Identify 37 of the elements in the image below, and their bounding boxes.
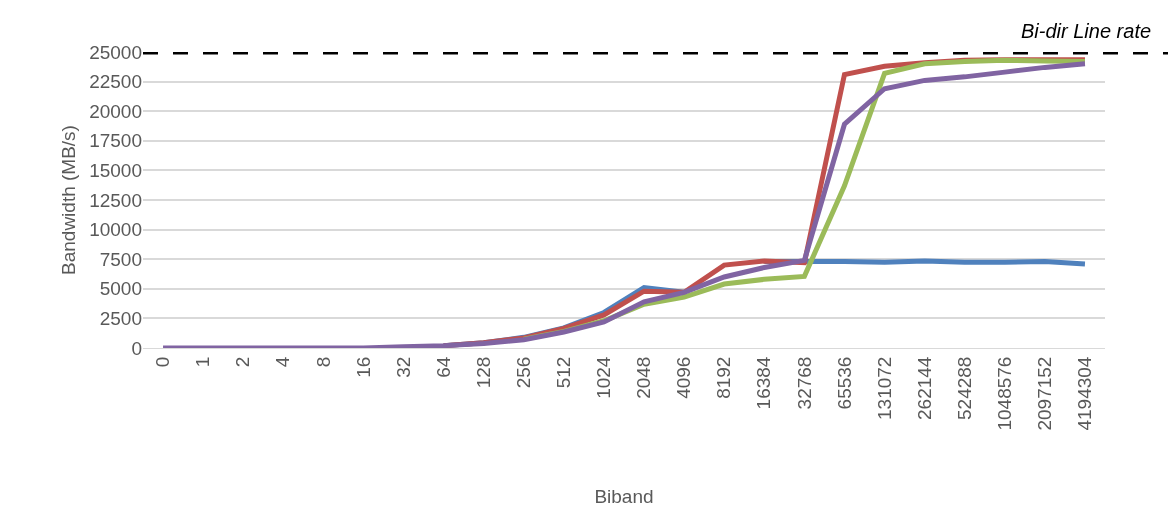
y-tick-label: 15000	[89, 160, 142, 182]
x-axis-title: Biband	[594, 486, 654, 508]
x-tick-label: 32	[392, 356, 414, 378]
y-tick-label: 25000	[89, 41, 142, 63]
y-tick-label: 20000	[89, 100, 142, 122]
x-tick-label: 2	[232, 356, 254, 368]
x-tick-label: 64	[432, 356, 454, 378]
x-tick-label: 0	[152, 356, 174, 368]
y-tick-label: 5000	[99, 278, 142, 300]
x-tick-label: 1024	[593, 356, 615, 399]
y-tick-label: 2500	[99, 308, 142, 330]
x-tick-label: 512	[553, 356, 575, 389]
x-tick-label: 1	[192, 356, 214, 368]
y-axis-title: Bandwidth (MB/s)	[58, 125, 80, 275]
x-tick-label: 65536	[833, 356, 855, 410]
x-tick-label: 2048	[633, 356, 655, 399]
x-tick-label: 8	[312, 356, 334, 368]
x-tick-label: 128	[472, 356, 494, 389]
x-tick-label: 2097152	[1034, 356, 1056, 431]
x-tick-label: 4194304	[1074, 356, 1096, 431]
x-tick-label: 131072	[873, 356, 895, 421]
y-tick-label: 22500	[89, 71, 142, 93]
y-tick-label: 10000	[89, 219, 142, 241]
ref-line-label: Bi-dir Line rate	[1021, 20, 1152, 42]
x-tick-label: 16	[352, 356, 374, 378]
x-tick-label: 4096	[673, 356, 695, 399]
x-tick-label: 8192	[713, 356, 735, 399]
x-tick-label: 32768	[793, 356, 815, 410]
x-tick-label: 16384	[753, 356, 775, 410]
y-tick-label: 17500	[89, 130, 142, 152]
x-tick-label: 524288	[953, 356, 975, 421]
y-tick-label: 12500	[89, 189, 142, 211]
x-tick-label: 1048576	[993, 356, 1015, 431]
x-tick-label: 262144	[913, 356, 935, 421]
x-tick-label: 4	[272, 356, 294, 368]
y-tick-label: 7500	[99, 248, 142, 270]
x-tick-label: 256	[512, 356, 534, 389]
